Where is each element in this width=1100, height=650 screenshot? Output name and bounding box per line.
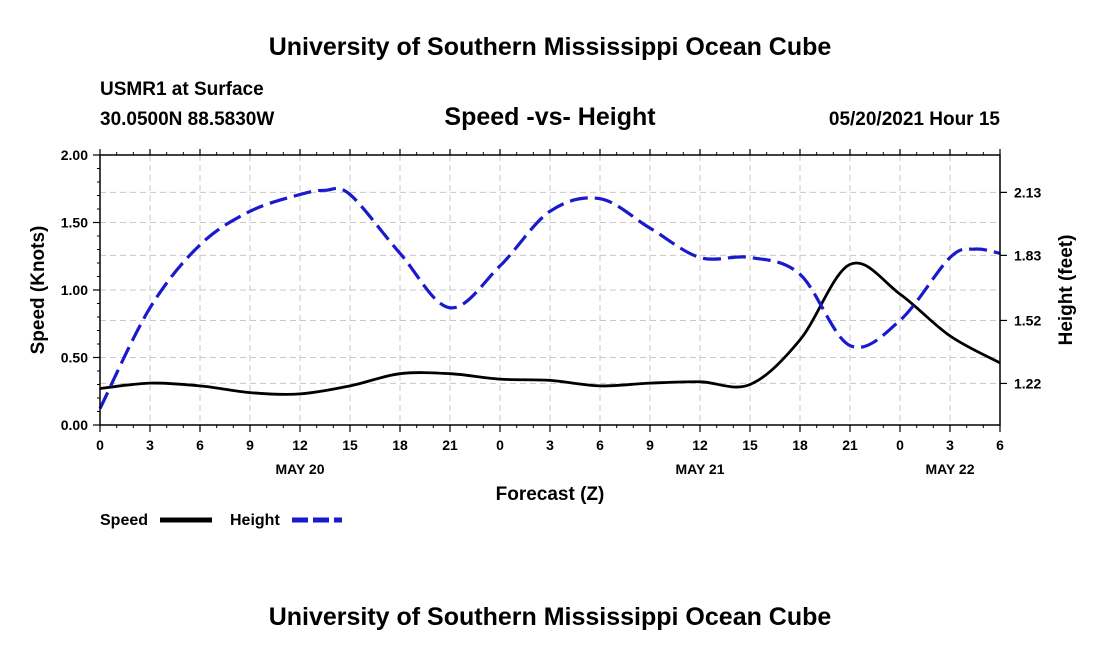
day-label: MAY 22 bbox=[925, 461, 974, 477]
x-tick-label: 0 bbox=[496, 437, 504, 453]
y-right-tick-label: 1.22 bbox=[1014, 375, 1041, 391]
station-label: USMR1 at Surface bbox=[100, 79, 264, 100]
x-tick-label: 18 bbox=[392, 437, 408, 453]
x-tick-label: 9 bbox=[246, 437, 254, 453]
data-point-height bbox=[599, 197, 602, 200]
series-line-height bbox=[98, 186, 1001, 410]
data-point-height bbox=[249, 210, 252, 213]
y-axis-label-right: Height (feet) bbox=[1056, 235, 1077, 346]
data-point-height bbox=[299, 193, 302, 196]
data-point-speed bbox=[699, 380, 702, 383]
data-point-height bbox=[974, 248, 977, 251]
data-point-speed bbox=[349, 384, 352, 387]
data-point-height bbox=[349, 193, 352, 196]
data-point-height bbox=[649, 227, 652, 230]
data-point-height bbox=[499, 264, 502, 267]
x-tick-label: 21 bbox=[842, 437, 858, 453]
x-tick-label: 3 bbox=[146, 437, 154, 453]
data-point-height bbox=[199, 243, 202, 246]
data-point-speed bbox=[749, 383, 752, 386]
x-tick-label: 12 bbox=[292, 437, 308, 453]
x-tick-label: 6 bbox=[996, 437, 1004, 453]
data-point-height bbox=[849, 344, 852, 347]
y-left-tick-label: 1.00 bbox=[61, 282, 88, 298]
x-tick-label: 18 bbox=[792, 437, 808, 453]
day-label: MAY 21 bbox=[675, 461, 724, 477]
data-point-height bbox=[699, 256, 702, 259]
x-tick-label: 21 bbox=[442, 437, 458, 453]
x-tick-label: 6 bbox=[596, 437, 604, 453]
legend-speed-label: Speed bbox=[100, 512, 148, 529]
y-left-tick-label: 1.50 bbox=[61, 215, 88, 231]
x-tick-label: 15 bbox=[342, 437, 358, 453]
data-point-speed bbox=[449, 372, 452, 375]
legend: Speed Height bbox=[100, 512, 342, 529]
y-left-tick-label: 0.50 bbox=[61, 350, 88, 366]
forecast-timestamp: 05/20/2021 Hour 15 bbox=[829, 109, 1001, 130]
data-point-height bbox=[149, 306, 152, 309]
data-point-speed bbox=[599, 384, 602, 387]
data-point-speed bbox=[549, 379, 552, 382]
top-title: University of Southern Mississippi Ocean… bbox=[269, 33, 832, 61]
data-point-height bbox=[799, 273, 802, 276]
data-point-height bbox=[949, 256, 952, 259]
x-tick-label: 0 bbox=[896, 437, 904, 453]
data-point-speed bbox=[199, 384, 202, 387]
x-tick-label: 3 bbox=[546, 437, 554, 453]
data-point-speed bbox=[249, 391, 252, 394]
chart-title: Speed -vs- Height bbox=[444, 103, 656, 131]
y-left-tick-label: 2.00 bbox=[61, 147, 88, 163]
x-tick-label: 0 bbox=[96, 437, 104, 453]
bottom-title: University of Southern Mississippi Ocean… bbox=[269, 603, 832, 631]
data-point-speed bbox=[799, 338, 802, 341]
grid bbox=[100, 155, 1000, 425]
data-point-speed bbox=[299, 392, 302, 395]
legend-height-label: Height bbox=[230, 512, 280, 529]
data-point-speed bbox=[649, 382, 652, 385]
x-tick-label: 6 bbox=[196, 437, 204, 453]
x-tick-label: 12 bbox=[692, 437, 708, 453]
data-point-height bbox=[899, 319, 902, 322]
day-label: MAY 20 bbox=[275, 461, 324, 477]
series-layer bbox=[98, 186, 1001, 410]
data-point-height bbox=[399, 252, 402, 255]
y-left-tick-label: 0.00 bbox=[61, 417, 88, 433]
data-point-speed bbox=[899, 293, 902, 296]
x-tick-label: 3 bbox=[946, 437, 954, 453]
data-point-height bbox=[324, 189, 327, 192]
series-line-speed bbox=[99, 261, 1001, 396]
data-point-height bbox=[749, 256, 752, 259]
data-point-speed bbox=[499, 378, 502, 381]
station-coords: 30.0500N 88.5830W bbox=[100, 109, 274, 130]
tick-layer: 0 3 6 9 12 15 18 21 0 3 6 9 12 15 18 21 0 3 6 MAY 20 MAY 21 M… bbox=[61, 147, 1042, 477]
y-axis-label-left: Speed (Knots) bbox=[28, 226, 49, 355]
x-tick-label: 9 bbox=[646, 437, 654, 453]
data-point-height bbox=[549, 210, 552, 213]
y-right-tick-label: 1.52 bbox=[1014, 312, 1041, 328]
y-right-tick-label: 1.83 bbox=[1014, 247, 1041, 263]
data-point-speed bbox=[149, 382, 152, 385]
data-point-speed bbox=[399, 372, 402, 375]
y-right-tick-label: 2.13 bbox=[1014, 184, 1041, 200]
data-point-height bbox=[449, 306, 452, 309]
data-point-speed bbox=[949, 334, 952, 337]
x-tick-label: 15 bbox=[742, 437, 758, 453]
data-point-speed bbox=[849, 263, 852, 266]
x-axis-label: Forecast (Z) bbox=[496, 484, 605, 505]
